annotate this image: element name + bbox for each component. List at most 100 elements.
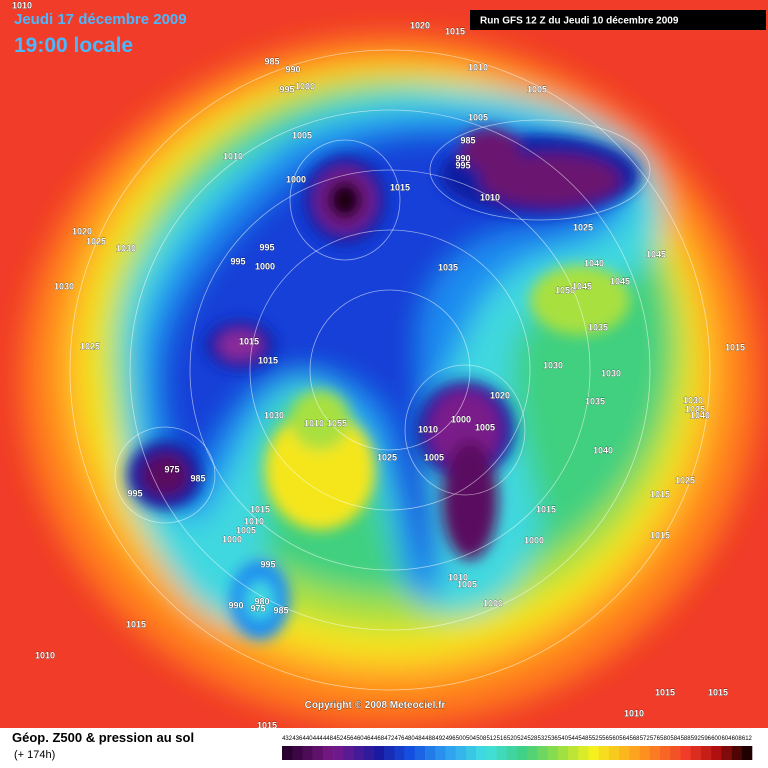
scale-swatch: [741, 746, 753, 760]
scale-tick-label: 612: [742, 736, 753, 742]
scale-tick-label: 448: [323, 736, 334, 742]
scale-tick-label: 496: [446, 736, 457, 742]
isobar-label: 1005: [292, 130, 312, 140]
isobar-label: 1010: [468, 62, 488, 72]
scale-swatch: [302, 746, 313, 760]
isobar-label: 1015: [258, 355, 278, 365]
scale-tick-label: 568: [629, 736, 640, 742]
run-info: Run GFS 12 Z du Jeudi 10 décembre 2009: [480, 16, 679, 27]
scale-tick-label: 596: [701, 736, 712, 742]
scale-swatch: [557, 746, 569, 760]
isobar-label: 1025: [86, 236, 106, 246]
isobar-label: 1010: [480, 192, 500, 202]
isobar-label: 1035: [588, 322, 608, 332]
isobar-label: 1015: [250, 504, 270, 514]
isobar-label: 1010: [304, 418, 324, 428]
isobar-label: 1025: [573, 222, 593, 232]
isobar-label: 1040: [690, 410, 710, 420]
isobar-label: 975: [164, 464, 179, 474]
isobar-label: 1015: [650, 489, 670, 499]
scale-tick-label: 440: [303, 736, 314, 742]
color-scale: 432 436 440 444 448 452 456 460 464 468 472 476 480 4…: [282, 736, 753, 760]
scale-tick-label: 508: [476, 736, 487, 742]
isobar-label: 1030: [116, 243, 136, 253]
scale-tick-label: 588: [681, 736, 692, 742]
scale-tick-label: 580: [660, 736, 671, 742]
scale-tick-label: 516: [497, 736, 508, 742]
scale-swatch: [660, 746, 671, 760]
scale-tick-label: 436: [292, 736, 303, 742]
isobar-label: 1005: [527, 84, 547, 94]
scale-tick-label: 500: [456, 736, 467, 742]
scale-swatch: [404, 746, 416, 760]
scale-swatch: [649, 746, 661, 760]
scale-tick-label: 548: [578, 736, 589, 742]
isobar-label: 1010: [624, 708, 644, 718]
isobar-label: 1020: [490, 390, 510, 400]
isobar-label: 1030: [683, 395, 703, 405]
scale-tick-label: 556: [599, 736, 610, 742]
scale-tick-label: 608: [732, 736, 743, 742]
forecast-time: 19:00 locale: [14, 34, 133, 57]
scale-tick-label: 524: [517, 736, 528, 742]
scale-tick-label: 592: [691, 736, 702, 742]
run-box: [470, 10, 766, 30]
isobar-label: 985: [190, 473, 205, 483]
isobar-label: 995: [230, 256, 245, 266]
scale-swatch: [670, 746, 681, 760]
scale-tick-label: 468: [374, 736, 385, 742]
scale-tick-label: 456: [343, 736, 354, 742]
isobar-label: 1000: [483, 598, 503, 608]
isobar-label: 1045: [610, 276, 630, 286]
scale-swatch: [445, 746, 456, 760]
scale-tick-label: 536: [548, 736, 559, 742]
scale-tick-label: 584: [670, 736, 681, 742]
isobar-label: 985: [460, 135, 475, 145]
isobar-label: 1050: [555, 285, 575, 295]
scale-swatch: [455, 746, 467, 760]
scale-tick-label: 472: [384, 736, 395, 742]
copyright: Copyright © 2008 Meteociel.fr: [305, 700, 446, 711]
scale-swatch: [578, 746, 589, 760]
scale-swatch: [465, 746, 477, 760]
scale-tick-label: 476: [394, 736, 405, 742]
isobar-label: 1005: [475, 422, 495, 432]
scale-swatch: [639, 746, 651, 760]
isobar-label: 1015: [708, 687, 728, 697]
scale-tick-label: 532: [538, 736, 549, 742]
scale-swatch: [506, 746, 518, 760]
scale-tick-label: 564: [619, 736, 630, 742]
isobar-label: 1005: [468, 112, 488, 122]
scale-tick-label: 444: [313, 736, 324, 742]
scale-swatch: [425, 746, 436, 760]
isobar-label: 1000: [451, 414, 471, 424]
isobar-label: 1030: [264, 410, 284, 420]
scale-swatch: [690, 746, 702, 760]
scale-swatch: [292, 746, 303, 760]
scale-swatch: [680, 746, 691, 760]
isobar-label: 1015: [445, 26, 465, 36]
forecast-date: Jeudi 17 décembre 2009: [14, 11, 187, 28]
isobar-label: 1010: [223, 151, 243, 161]
isobar-label: 1030: [543, 360, 563, 370]
scale-swatch: [322, 746, 334, 760]
scale-tick-label: 560: [609, 736, 620, 742]
isobar-label: 1035: [585, 396, 605, 406]
isobar-label: 1010: [35, 650, 55, 660]
scale-tick-label: 544: [568, 736, 579, 742]
scale-tick-label: 604: [721, 736, 732, 742]
isobar-label: 1055: [327, 418, 347, 428]
scale-swatch: [588, 746, 600, 760]
isobar-label: 1005: [236, 525, 256, 535]
isobar-label: 1015: [725, 342, 745, 352]
isobar-label: 1020: [72, 226, 92, 236]
scale-swatch: [619, 746, 630, 760]
isobar-label: 1030: [54, 281, 74, 291]
isobar-label: 1035: [438, 262, 458, 272]
isobar-label: 1000: [222, 534, 242, 544]
isobar-label: 975: [250, 603, 265, 613]
isobar-label: 1025: [685, 404, 705, 414]
lead-time: (+ 174h): [14, 749, 55, 761]
scale-swatch: [537, 746, 548, 760]
